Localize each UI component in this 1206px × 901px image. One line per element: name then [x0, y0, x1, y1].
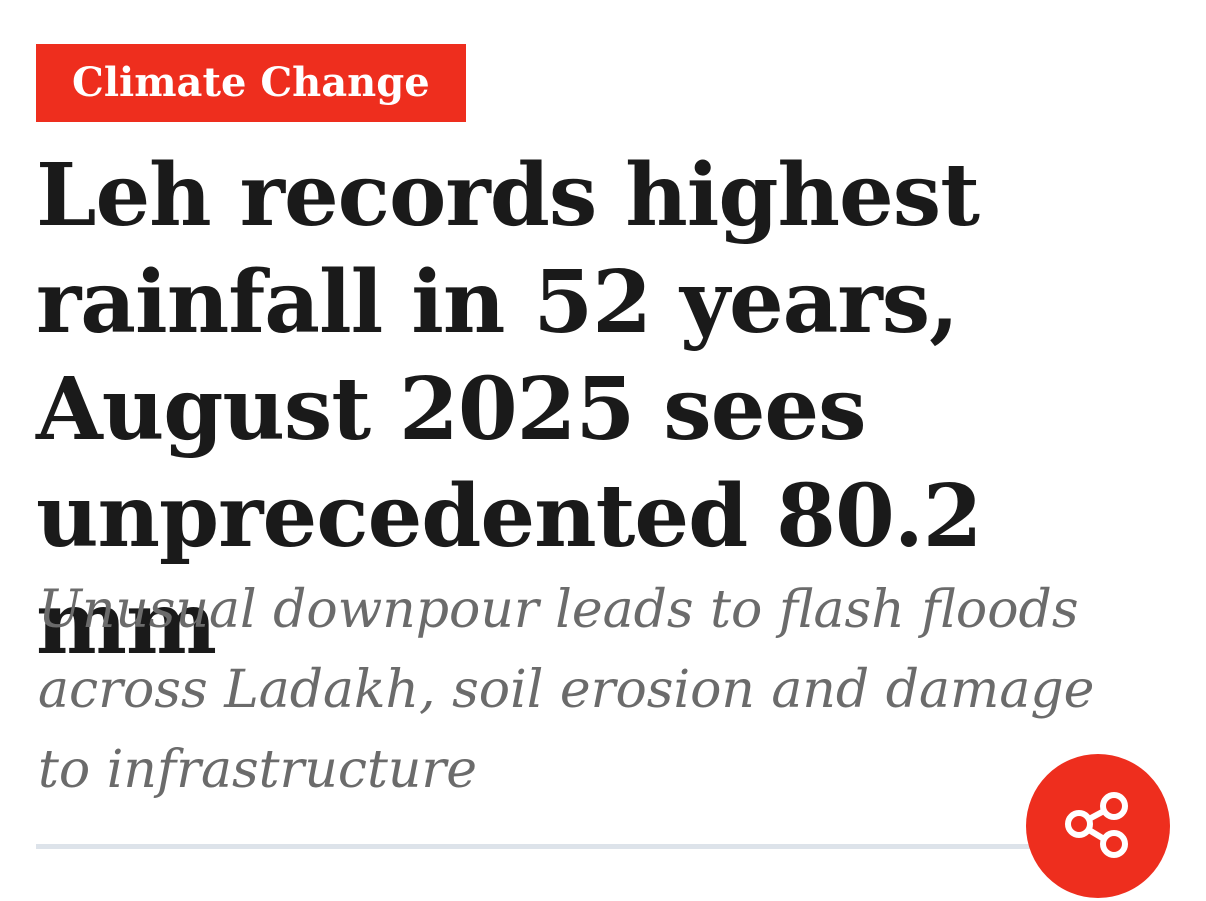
share-icon: [1065, 792, 1128, 858]
divider: [36, 844, 1036, 849]
subheadline: Unusual downpour leads to flash floods a…: [38, 580, 1095, 800]
category-tag[interactable]: Climate Change: [36, 44, 466, 122]
page: Climate Change Leh records highest rainf…: [36, 44, 1170, 898]
headline: Leh records highest rainfall in 52 years…: [36, 145, 983, 674]
share-button[interactable]: [1026, 754, 1170, 898]
